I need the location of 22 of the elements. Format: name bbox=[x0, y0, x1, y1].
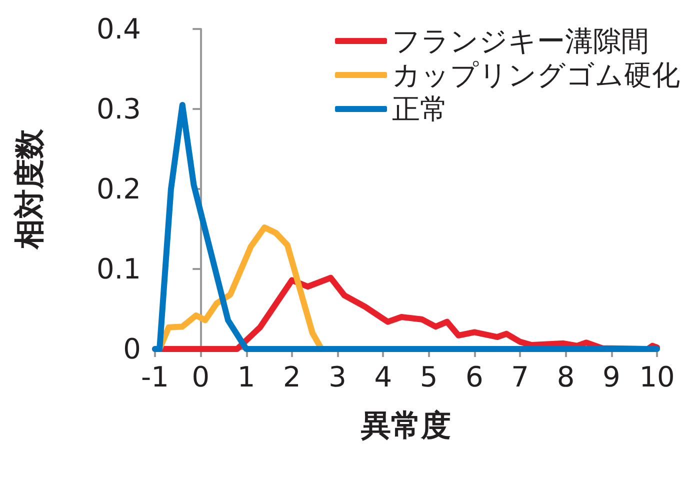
x-tick-label: 2 bbox=[282, 360, 301, 394]
legend-label: 正常 bbox=[392, 92, 448, 126]
legend-label: フランジキー溝隙間 bbox=[392, 24, 649, 58]
y-tick-label: 0.4 bbox=[96, 12, 141, 46]
x-axis-title: 異常度 bbox=[361, 408, 451, 444]
x-tick-label: 8 bbox=[556, 360, 575, 394]
x-tick-label: 5 bbox=[420, 360, 438, 394]
x-tick-label: 3 bbox=[328, 360, 346, 394]
x-tick-label: 6 bbox=[466, 360, 484, 394]
y-tick-label: 0.2 bbox=[96, 172, 141, 206]
x-tick-label: 1 bbox=[237, 360, 256, 394]
y-tick-label: 0.3 bbox=[96, 92, 141, 126]
legend-label: カップリングゴム硬化 bbox=[392, 58, 680, 92]
y-tick-label: 0 bbox=[123, 332, 141, 366]
x-tick-label: 7 bbox=[511, 360, 530, 394]
x-tick-label: 10 bbox=[639, 360, 675, 394]
x-tick-label: -1 bbox=[141, 360, 169, 394]
x-tick-label: 9 bbox=[602, 360, 620, 394]
y-tick-label: 0.1 bbox=[96, 252, 141, 286]
x-tick-label: 0 bbox=[192, 360, 210, 394]
x-tick-label: 4 bbox=[374, 360, 392, 394]
y-axis-title: 相対度数 bbox=[12, 128, 48, 250]
